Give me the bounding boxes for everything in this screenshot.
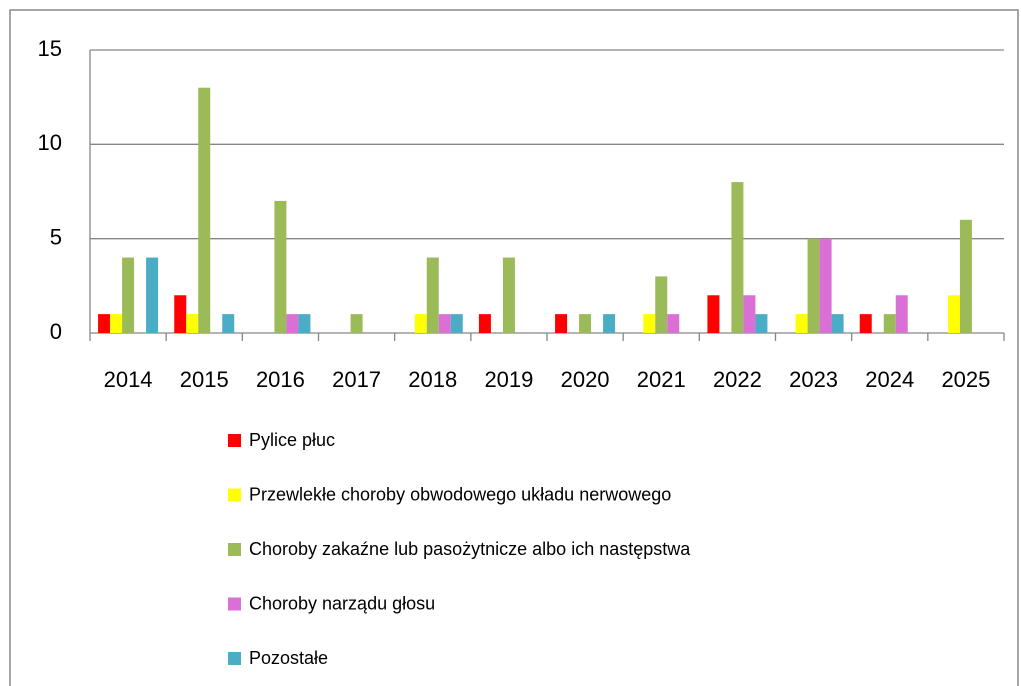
bar bbox=[959, 219, 972, 333]
bar bbox=[795, 314, 808, 333]
bar bbox=[895, 295, 908, 333]
x-tick-label: 2025 bbox=[941, 367, 990, 392]
bar bbox=[667, 314, 680, 333]
y-tick-label: 15 bbox=[38, 36, 62, 61]
bar bbox=[198, 87, 211, 333]
bar bbox=[350, 314, 363, 333]
legend-swatch bbox=[228, 652, 241, 665]
x-tick-label: 2021 bbox=[637, 367, 686, 392]
bar bbox=[426, 257, 439, 333]
legend-swatch bbox=[228, 488, 241, 502]
bar bbox=[502, 257, 515, 333]
bar bbox=[122, 257, 135, 333]
bar bbox=[947, 295, 960, 333]
bar bbox=[174, 295, 187, 333]
bar bbox=[731, 182, 744, 333]
chart-border bbox=[9, 9, 1019, 686]
bar bbox=[555, 314, 568, 333]
legend-swatch bbox=[228, 597, 241, 611]
bar bbox=[743, 295, 756, 333]
bar bbox=[831, 314, 844, 333]
y-tick-label: 10 bbox=[38, 130, 62, 155]
legend-label: Choroby zakaźne lub pasożytnicze albo ic… bbox=[249, 539, 691, 559]
bar bbox=[274, 200, 287, 333]
bar bbox=[298, 314, 311, 333]
bar bbox=[883, 314, 896, 333]
bar bbox=[819, 238, 832, 333]
bar bbox=[707, 295, 720, 333]
x-tick-label: 2014 bbox=[104, 367, 153, 392]
bar bbox=[450, 314, 463, 333]
bar bbox=[579, 314, 592, 333]
bar bbox=[755, 314, 768, 333]
bar bbox=[807, 238, 820, 333]
x-tick-label: 2024 bbox=[865, 367, 914, 392]
bar bbox=[186, 314, 199, 333]
x-tick-label: 2023 bbox=[789, 367, 838, 392]
legend-swatch bbox=[228, 543, 241, 556]
y-tick-label: 0 bbox=[50, 319, 62, 344]
x-tick-label: 2018 bbox=[408, 367, 457, 392]
x-tick-label: 2019 bbox=[484, 367, 533, 392]
bar bbox=[146, 257, 159, 333]
x-tick-label: 2016 bbox=[256, 367, 305, 392]
bar bbox=[98, 314, 111, 333]
legend-label: Przewlekłe choroby obwodowego układu ner… bbox=[249, 484, 671, 504]
legend-label: Pozostałe bbox=[249, 648, 328, 668]
bar bbox=[603, 314, 616, 333]
legend-swatch bbox=[228, 434, 241, 447]
bar bbox=[110, 314, 123, 333]
bar bbox=[643, 314, 656, 333]
x-tick-label: 2022 bbox=[713, 367, 762, 392]
legend-label: Pylice płuc bbox=[249, 430, 335, 450]
bar bbox=[286, 314, 299, 333]
x-tick-label: 2017 bbox=[332, 367, 381, 392]
legend-label: Choroby narządu głosu bbox=[249, 593, 435, 613]
bar bbox=[414, 314, 427, 333]
bar bbox=[478, 314, 491, 333]
y-tick-label: 5 bbox=[50, 224, 62, 249]
bar bbox=[222, 314, 235, 333]
bar bbox=[859, 314, 872, 333]
bar bbox=[438, 314, 451, 333]
bar bbox=[655, 276, 668, 333]
x-tick-label: 2015 bbox=[180, 367, 229, 392]
x-tick-label: 2020 bbox=[561, 367, 610, 392]
